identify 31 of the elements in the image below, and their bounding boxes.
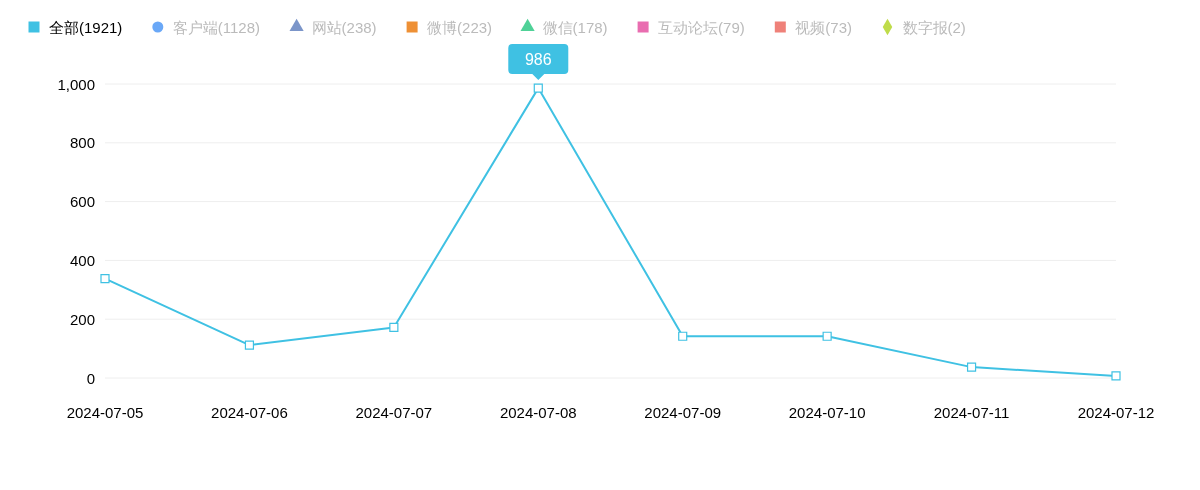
x-tick-label: 2024-07-06 bbox=[211, 403, 288, 421]
legend-label: 全部(1921) bbox=[49, 18, 123, 36]
point bbox=[678, 331, 688, 341]
point bbox=[966, 362, 977, 372]
y-tick-label: 800 bbox=[69, 134, 95, 152]
y-tick-label: 0 bbox=[86, 369, 95, 387]
x-tick-label: 2024-07-12 bbox=[1077, 403, 1155, 421]
x-tick-label: 2024-07-10 bbox=[788, 403, 866, 421]
legend-label: 微博(223) bbox=[427, 18, 493, 36]
x-tick-label: 2024-07-11 bbox=[933, 403, 1010, 421]
point bbox=[389, 322, 399, 333]
y-tick-label: 400 bbox=[69, 251, 95, 269]
legend-label: 网站(238) bbox=[311, 18, 377, 36]
y-tick-label: 1,000 bbox=[57, 75, 95, 93]
annotation: 986 bbox=[524, 50, 552, 68]
y-tick-label: 200 bbox=[69, 310, 95, 328]
x-tick-label: 2024-07-09 bbox=[644, 403, 722, 421]
x-tick-label: 2024-07-08 bbox=[499, 403, 577, 421]
legend-label: 数字报(2) bbox=[902, 18, 966, 36]
point bbox=[100, 274, 110, 284]
legend-label: 客户端(1128) bbox=[172, 18, 261, 36]
legend-label: 视频(73) bbox=[795, 18, 852, 36]
legend-label: 微信(178) bbox=[542, 18, 608, 36]
legend-label: 互动论坛(79) bbox=[658, 18, 745, 36]
x-tick-label: 2024-07-07 bbox=[355, 403, 433, 421]
point bbox=[244, 340, 255, 350]
point bbox=[822, 331, 832, 341]
point bbox=[1111, 371, 1121, 381]
x-tick-label: 2024-07-05 bbox=[66, 403, 144, 421]
y-tick-label: 600 bbox=[69, 193, 95, 211]
point bbox=[533, 83, 543, 93]
